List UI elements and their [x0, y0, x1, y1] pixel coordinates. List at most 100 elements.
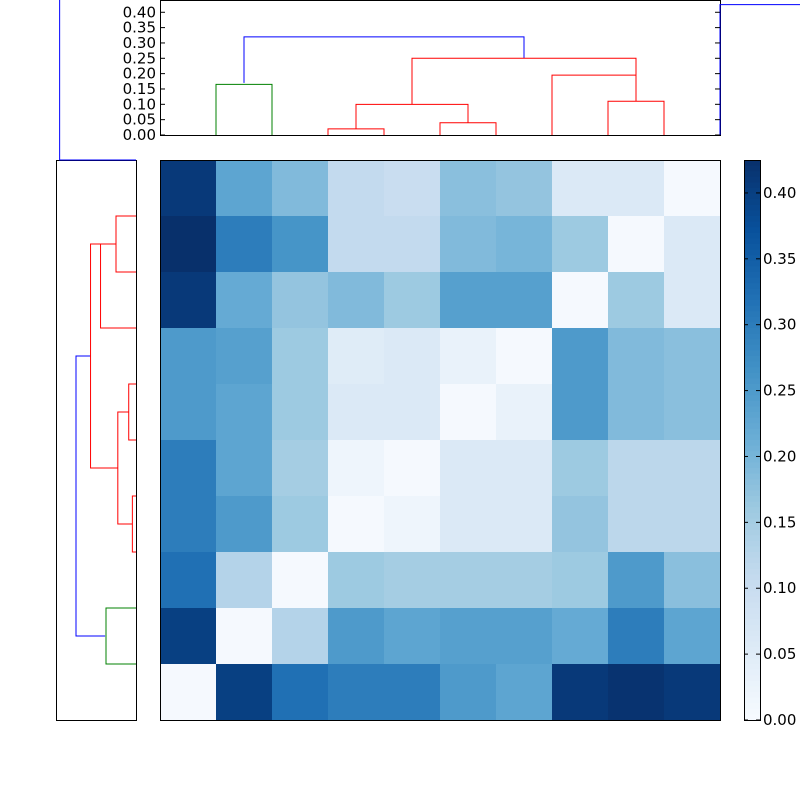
- heatmap-cell: [272, 664, 329, 721]
- colorbar-segment: [744, 507, 760, 514]
- left-dendrogram-link: [128, 383, 136, 441]
- heatmap-cell: [664, 272, 721, 329]
- colorbar-tick-label: 0.25: [763, 382, 796, 400]
- heatmap-cell: [552, 608, 609, 665]
- colorbar-segment: [744, 529, 760, 536]
- colorbar-segment: [744, 462, 760, 469]
- heatmap-cell: [328, 272, 385, 329]
- left-dendrogram-link: [59, 0, 136, 161]
- heatmap-cell: [664, 160, 721, 217]
- colorbar-tick-label: 0.15: [763, 513, 796, 531]
- colorbar-tick-label: 0.40: [763, 184, 796, 202]
- colorbar-segment: [744, 288, 760, 295]
- heatmap-cell: [328, 552, 385, 609]
- top-dendrogram-link: [215, 83, 273, 135]
- heatmap-cell: [664, 328, 721, 385]
- colorbar-frame: [744, 160, 761, 721]
- heatmap-cell: [384, 608, 441, 665]
- colorbar-segment: [744, 283, 760, 290]
- heatmap-frame: [160, 160, 721, 721]
- heatmap-cell: [552, 216, 609, 273]
- heatmap-cell: [496, 272, 553, 329]
- heatmap-cell: [384, 160, 441, 217]
- heatmap-cell: [384, 664, 441, 721]
- colorbar-segment: [744, 249, 760, 256]
- heatmap-cell: [328, 328, 385, 385]
- colorbar-segment: [744, 216, 760, 223]
- heatmap-cell: [216, 440, 273, 497]
- heatmap-cell: [440, 440, 497, 497]
- colorbar-segment: [744, 669, 760, 676]
- colorbar-segment: [744, 372, 760, 379]
- colorbar-segment: [744, 624, 760, 631]
- heatmap-cell: [160, 272, 217, 329]
- colorbar-segment: [744, 367, 760, 374]
- top-dendrogram-ytick-label: 0.10: [123, 95, 156, 113]
- top-dendrogram-link: [355, 103, 469, 129]
- colorbar-segment: [744, 389, 760, 396]
- left-dendrogram-link: [90, 243, 118, 469]
- left-dendrogram-link: [131, 495, 136, 553]
- heatmap-cell: [440, 216, 497, 273]
- colorbar-segment: [744, 608, 760, 615]
- colorbar-segment: [744, 210, 760, 217]
- colorbar-segment: [744, 636, 760, 643]
- colorbar-segment: [744, 613, 760, 620]
- colorbar-segment: [744, 255, 760, 262]
- colorbar-segment: [744, 260, 760, 267]
- colorbar-segment: [744, 300, 760, 307]
- top-dendrogram-link: [719, 4, 800, 135]
- heatmap-cell: [272, 440, 329, 497]
- heatmap-cell: [608, 216, 665, 273]
- heatmap-cell: [552, 384, 609, 441]
- heatmap-cell: [160, 552, 217, 609]
- colorbar-tick-label: 0.05: [763, 645, 796, 663]
- colorbar-segment: [744, 227, 760, 234]
- colorbar-segment: [744, 412, 760, 419]
- colorbar-segment: [744, 557, 760, 564]
- heatmap-cell: [328, 384, 385, 441]
- colorbar-segment: [744, 344, 760, 351]
- colorbar-segment: [744, 266, 760, 273]
- heatmap-cell: [552, 272, 609, 329]
- left-dendrogram-link: [105, 607, 136, 665]
- heatmap-cell: [384, 216, 441, 273]
- colorbar-segment: [744, 574, 760, 581]
- heatmap-cell: [440, 496, 497, 553]
- heatmap-cell: [608, 384, 665, 441]
- colorbar-segment: [744, 580, 760, 587]
- heatmap-cell: [440, 552, 497, 609]
- colorbar-segment: [744, 680, 760, 687]
- heatmap-cell: [608, 272, 665, 329]
- left-dendrogram-link: [100, 243, 136, 329]
- colorbar-segment: [744, 535, 760, 542]
- colorbar-segment: [744, 434, 760, 441]
- colorbar-segment: [744, 490, 760, 497]
- heatmap-cell: [272, 496, 329, 553]
- colorbar-segment: [744, 451, 760, 458]
- heatmap-cell: [552, 552, 609, 609]
- heatmap-cell: [328, 216, 385, 273]
- heatmap-cell: [216, 608, 273, 665]
- colorbar-tick-label: 0.35: [763, 250, 796, 268]
- heatmap-cell: [216, 160, 273, 217]
- colorbar-segment: [744, 647, 760, 654]
- colorbar-segment: [744, 428, 760, 435]
- heatmap-cell: [216, 384, 273, 441]
- heatmap-cell: [328, 160, 385, 217]
- colorbar-segment: [744, 675, 760, 682]
- left-dendrogram-link: [115, 215, 136, 273]
- heatmap-cell: [496, 608, 553, 665]
- colorbar-segment: [744, 277, 760, 284]
- top-dendrogram-ytick-label: 0.25: [123, 49, 156, 67]
- heatmap-cell: [384, 440, 441, 497]
- colorbar-segment: [744, 361, 760, 368]
- colorbar-segment: [744, 328, 760, 335]
- colorbar-segment: [744, 322, 760, 329]
- heatmap-cell: [664, 216, 721, 273]
- heatmap-cell: [552, 328, 609, 385]
- heatmap-cell: [272, 608, 329, 665]
- colorbar-segment: [744, 563, 760, 570]
- colorbar-segment: [744, 417, 760, 424]
- heatmap-cell: [440, 664, 497, 721]
